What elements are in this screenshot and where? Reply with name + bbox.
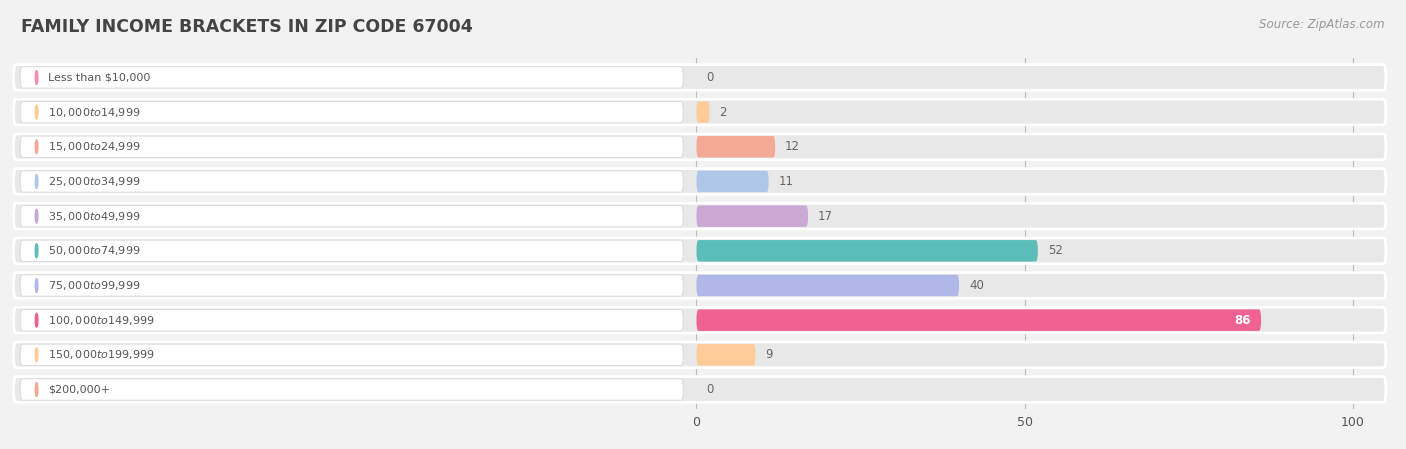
- Circle shape: [35, 348, 38, 362]
- FancyBboxPatch shape: [696, 275, 959, 296]
- FancyBboxPatch shape: [20, 309, 683, 331]
- Text: 12: 12: [785, 140, 800, 153]
- Circle shape: [35, 244, 38, 258]
- Text: 40: 40: [969, 279, 984, 292]
- FancyBboxPatch shape: [14, 99, 1386, 125]
- Text: Less than $10,000: Less than $10,000: [48, 72, 150, 83]
- Circle shape: [35, 140, 38, 154]
- Text: 0: 0: [706, 71, 714, 84]
- Text: $150,000 to $199,999: $150,000 to $199,999: [48, 348, 155, 361]
- Text: $200,000+: $200,000+: [48, 384, 111, 395]
- Circle shape: [35, 209, 38, 223]
- Text: FAMILY INCOME BRACKETS IN ZIP CODE 67004: FAMILY INCOME BRACKETS IN ZIP CODE 67004: [21, 18, 472, 36]
- Circle shape: [35, 175, 38, 189]
- FancyBboxPatch shape: [696, 344, 755, 365]
- Circle shape: [35, 313, 38, 327]
- Text: Source: ZipAtlas.com: Source: ZipAtlas.com: [1260, 18, 1385, 31]
- FancyBboxPatch shape: [14, 238, 1386, 264]
- Circle shape: [35, 105, 38, 119]
- FancyBboxPatch shape: [14, 134, 1386, 160]
- FancyBboxPatch shape: [14, 342, 1386, 368]
- Text: $100,000 to $149,999: $100,000 to $149,999: [48, 314, 155, 327]
- Text: 11: 11: [779, 175, 793, 188]
- FancyBboxPatch shape: [14, 377, 1386, 402]
- FancyBboxPatch shape: [696, 309, 1261, 331]
- FancyBboxPatch shape: [14, 307, 1386, 333]
- FancyBboxPatch shape: [20, 344, 683, 365]
- Text: $10,000 to $14,999: $10,000 to $14,999: [48, 106, 141, 119]
- FancyBboxPatch shape: [696, 171, 769, 192]
- Text: $50,000 to $74,999: $50,000 to $74,999: [48, 244, 141, 257]
- FancyBboxPatch shape: [20, 275, 683, 296]
- FancyBboxPatch shape: [14, 169, 1386, 194]
- Text: $25,000 to $34,999: $25,000 to $34,999: [48, 175, 141, 188]
- Text: $75,000 to $99,999: $75,000 to $99,999: [48, 279, 141, 292]
- Text: 86: 86: [1234, 314, 1251, 327]
- Circle shape: [35, 383, 38, 396]
- Text: 17: 17: [818, 210, 832, 223]
- FancyBboxPatch shape: [696, 101, 710, 123]
- FancyBboxPatch shape: [20, 136, 683, 158]
- FancyBboxPatch shape: [20, 67, 683, 88]
- Text: $15,000 to $24,999: $15,000 to $24,999: [48, 140, 141, 153]
- FancyBboxPatch shape: [20, 101, 683, 123]
- FancyBboxPatch shape: [20, 171, 683, 192]
- FancyBboxPatch shape: [696, 205, 808, 227]
- Text: 2: 2: [720, 106, 727, 119]
- FancyBboxPatch shape: [20, 240, 683, 262]
- FancyBboxPatch shape: [696, 136, 775, 158]
- Text: 9: 9: [765, 348, 773, 361]
- FancyBboxPatch shape: [20, 379, 683, 400]
- Text: 0: 0: [706, 383, 714, 396]
- FancyBboxPatch shape: [20, 205, 683, 227]
- Circle shape: [35, 70, 38, 84]
- FancyBboxPatch shape: [14, 65, 1386, 90]
- FancyBboxPatch shape: [14, 203, 1386, 229]
- Circle shape: [35, 278, 38, 292]
- FancyBboxPatch shape: [14, 273, 1386, 298]
- Text: 52: 52: [1047, 244, 1063, 257]
- Text: $35,000 to $49,999: $35,000 to $49,999: [48, 210, 141, 223]
- FancyBboxPatch shape: [696, 240, 1038, 262]
